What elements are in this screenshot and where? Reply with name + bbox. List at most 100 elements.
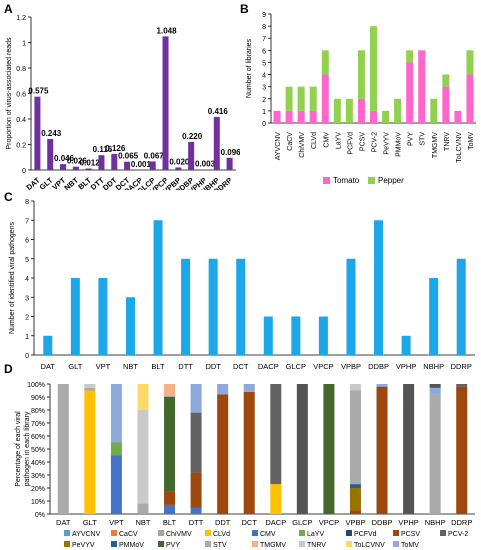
chart-d-pathogen-percentages: DAT GLT VPT NBT BLT DTT DDT DCT DACP GLCP VPCP VPBP…: [15, 362, 475, 549]
c-bar-ddbp: [374, 220, 384, 355]
b-y-axis-label: Number of libraries: [246, 38, 253, 98]
d-legend-swatch-pcfvd: [346, 530, 352, 536]
b-x-tick-label: ToLCVNV: [456, 132, 463, 163]
d-legend-swatch-stv: [205, 541, 211, 547]
d-x-tick-label: GLT: [83, 518, 97, 527]
a-data-label: 0.065: [118, 152, 139, 161]
b-y-tick-label: 7: [262, 36, 266, 43]
c-y-axis-label: Number of identified viral pathogens: [9, 221, 16, 334]
b-bar-tomato-stv: [418, 50, 426, 124]
c-x-tick-label: VPCP: [313, 362, 333, 371]
b-bar-pepper-pmmov: [394, 98, 402, 123]
d-legend-swatch-tolcvnv: [346, 541, 352, 547]
c-bar-ddrp: [456, 258, 466, 355]
c-bar-glcp: [291, 316, 301, 355]
b-legend-swatch-pepper: [368, 177, 375, 184]
d-segment-cmv-vpt: [110, 455, 122, 514]
d-legend-label-tomv: ToMV: [401, 542, 419, 549]
d-legend-label-layv: LaYV: [307, 531, 324, 538]
d-segment-stv-blt: [164, 395, 176, 397]
b-bar-pepper-chivmv: [297, 86, 305, 111]
d-segment-cmv-blt: [164, 504, 176, 514]
d-x-tick-label: BLT: [163, 518, 177, 527]
b-bar-pepper-tomv: [466, 50, 474, 75]
b-bar-tomato-tnrv: [442, 86, 450, 123]
b-x-tick-label: ToMV: [468, 132, 475, 150]
a-bar-blt: [85, 168, 92, 170]
a-bar-dat: [34, 96, 41, 170]
d-x-tick-label: VPT: [109, 518, 124, 527]
c-y-tick-label: 6: [25, 238, 29, 245]
b-y-tick-label: 0: [262, 121, 266, 128]
panel-label-d: D: [4, 362, 13, 376]
c-bar-vpbp: [346, 258, 356, 355]
d-y-tick-label: 80%: [31, 408, 45, 415]
b-bar-tomato-cmv: [321, 74, 329, 123]
b-bar-pepper-tnrv: [442, 74, 450, 87]
d-segment-tomv-vpt: [110, 384, 122, 443]
d-legend-swatch-pvy: [158, 541, 164, 547]
b-bar-pepper-pvy: [406, 50, 414, 63]
d-legend-swatch-cmv: [252, 530, 258, 536]
b-bar-tomato-pcsv: [357, 98, 365, 123]
c-x-tick-label: DDT: [205, 362, 221, 371]
a-bar-dct: [124, 161, 131, 170]
d-x-tick-label: VPCP: [319, 518, 339, 527]
a-bar-ddbp: [188, 141, 195, 170]
b-bar-pepper-pcfvd: [345, 98, 353, 123]
d-legend-label-stv: STV: [213, 542, 227, 549]
d-segment-pcsv-ddbp: [376, 386, 388, 514]
c-x-tick-label: DCT: [233, 362, 249, 371]
b-y-tick-label: 1: [262, 109, 266, 116]
d-segment-clvd-dacp: [270, 484, 282, 514]
b-bar-pepper-layv: [333, 98, 341, 123]
d-segment-pmmov-vpbp: [349, 484, 361, 488]
d-segment-tnrv-vpbp: [349, 384, 361, 391]
d-segment-tmgmv-blt: [164, 384, 176, 396]
d-legend-label-cacv: CaCV: [119, 531, 138, 538]
d-x-tick-label: DAT: [56, 518, 71, 527]
d-legend-label-chivmv: ChiVMV: [166, 531, 192, 538]
a-bar-ddrp: [226, 157, 233, 170]
a-bar-vphp: [200, 169, 207, 171]
b-bar-tomato-pcv-2: [370, 110, 377, 123]
a-bar-glt: [47, 139, 54, 170]
a-data-label: 0.126: [105, 144, 126, 153]
c-x-tick-label: VPHP: [396, 362, 416, 371]
chart-b-libraries-per-virus: 0 1 2 3 4 5 6 7 8 9 AYVCNV CaCV ChiVMV CLVd CMV LaYV PCF…: [246, 12, 476, 185]
d-y-axis-label-line1: Percentage of each viral: [15, 411, 22, 487]
d-y-axis-label-line2: pathogen in each library: [24, 411, 31, 486]
c-x-tick-label: DDRP: [451, 362, 472, 371]
c-bar-vphp: [401, 335, 411, 355]
c-bar-dat: [43, 335, 53, 355]
a-data-label: 0.026: [67, 157, 88, 166]
a-bar-vpbp: [175, 167, 182, 170]
a-y-tick-label: 0.2: [16, 143, 26, 150]
d-legend-swatch-tmgmv: [252, 541, 258, 547]
b-x-tick-label: AYVCNV: [275, 132, 282, 161]
d-legend-swatch-ayvcnv: [64, 530, 70, 536]
a-y-tick-label: 0.6: [16, 92, 26, 99]
c-y-tick-label: 3: [25, 295, 29, 302]
c-x-tick-label: BLT: [151, 362, 165, 371]
b-bar-pepper-pevyv: [382, 110, 390, 123]
d-segment-tnrv-glt: [84, 384, 96, 388]
a-y-tick-label: 1.2: [16, 15, 26, 22]
a-data-label: 0.096: [221, 148, 240, 157]
d-x-tick-label: NBHP: [425, 518, 446, 527]
c-y-tick-label: 1: [25, 334, 29, 341]
b-bar-pepper-tmgmv: [430, 98, 438, 123]
b-bar-pepper-cacv: [285, 86, 293, 111]
b-x-tick-label: PCFVd: [347, 132, 354, 155]
b-y-tick-label: 5: [262, 60, 266, 67]
d-segment-stv-nbhp: [429, 394, 441, 514]
d-segment-layv-vpt: [110, 442, 122, 456]
d-segment-pcsv-dct: [243, 391, 255, 514]
d-x-tick-label: DDBP: [372, 518, 393, 527]
c-x-tick-label: DACP: [258, 362, 279, 371]
b-x-tick-label: PCV-2: [372, 132, 379, 152]
d-segment-pvy-blt: [164, 397, 176, 492]
b-x-tick-label: ChiVMV: [299, 132, 306, 158]
d-y-tick-label: 70%: [31, 421, 45, 428]
d-segment-tomv-dtt: [190, 384, 202, 413]
